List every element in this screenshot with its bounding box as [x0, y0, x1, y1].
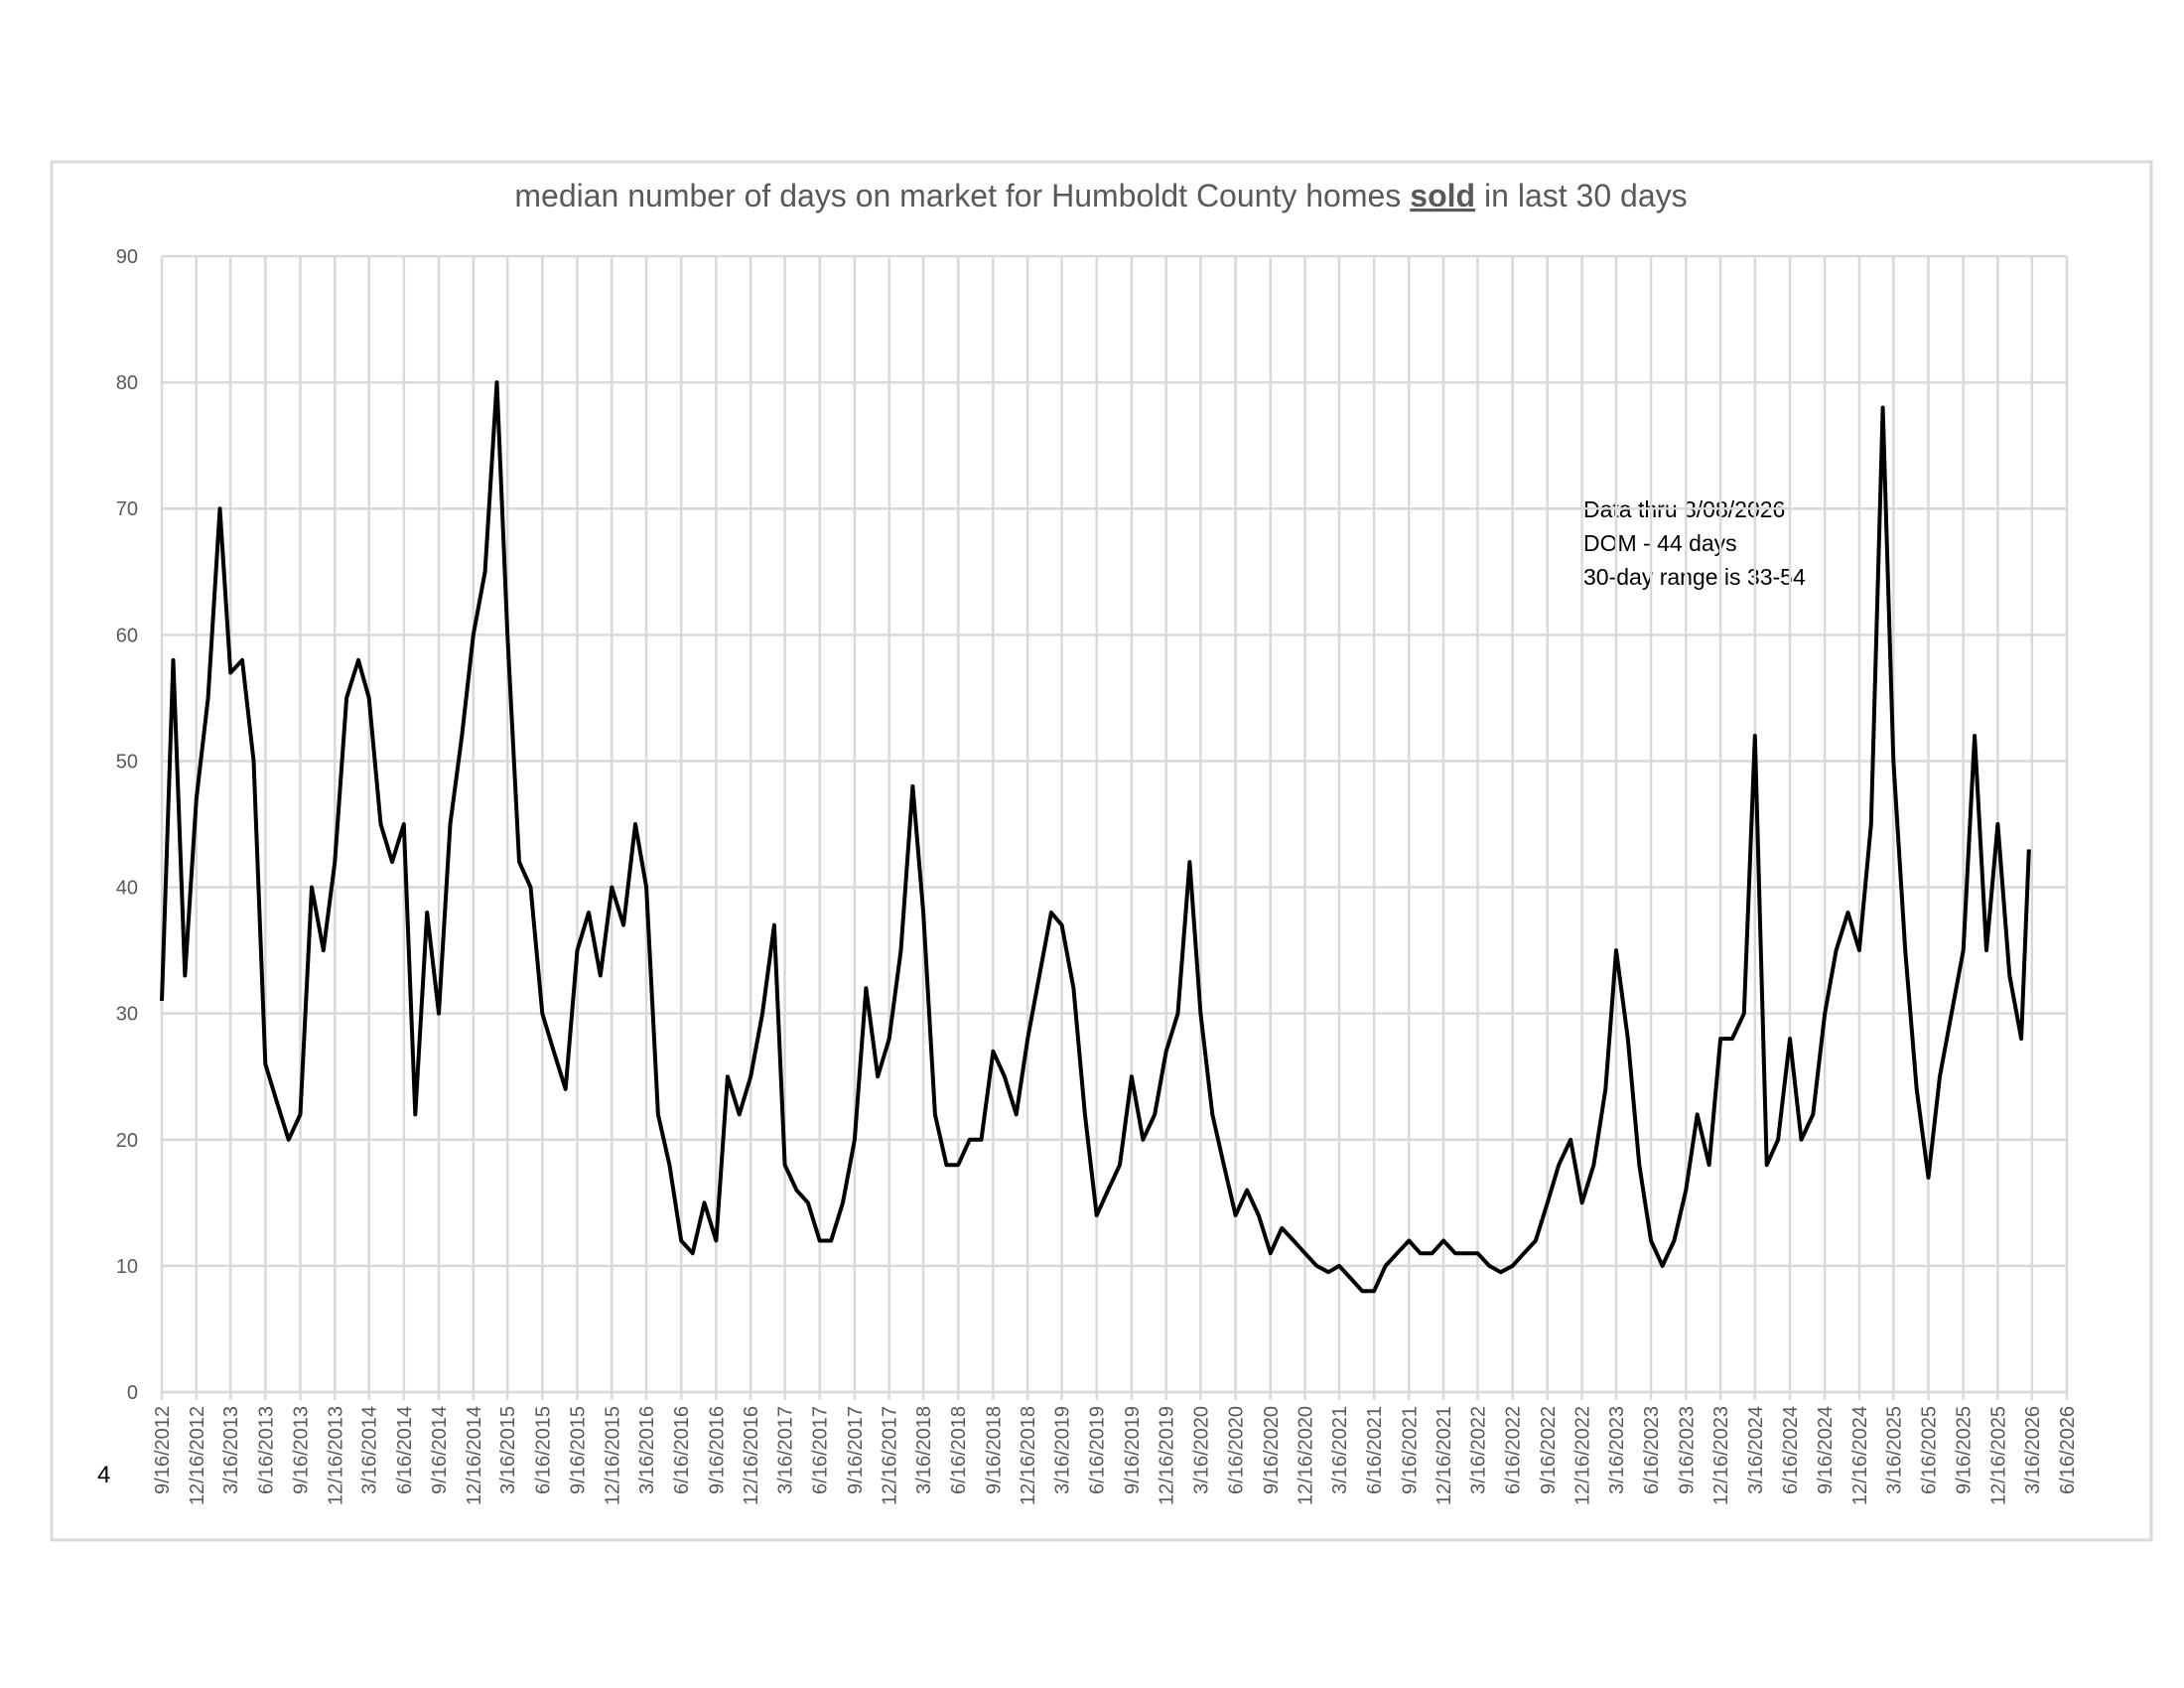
x-tick-label: 9/16/2022: [1538, 1406, 1560, 1494]
x-tick-label: 6/16/2025: [1918, 1406, 1940, 1494]
x-tick-label: 6/16/2014: [394, 1406, 416, 1494]
x-tick-label: 9/16/2013: [291, 1406, 313, 1494]
x-tick-label: 9/16/2015: [568, 1406, 590, 1494]
x-tick-label: 6/16/2017: [810, 1406, 832, 1494]
x-tick-label: 12/16/2016: [741, 1406, 762, 1505]
x-tick-label: 6/16/2019: [1087, 1406, 1109, 1494]
x-tick-label: 9/16/2024: [1815, 1406, 1837, 1494]
x-tick-label: 3/16/2019: [1052, 1406, 1074, 1494]
x-tick-label: 12/16/2021: [1433, 1406, 1455, 1505]
x-tick-label: 3/16/2023: [1606, 1406, 1628, 1494]
x-tick-label: 3/16/2018: [913, 1406, 935, 1494]
title-end: in last 30 days: [1484, 178, 1688, 213]
page-number: 4: [97, 1462, 110, 1488]
x-tick-label: 6/16/2023: [1641, 1406, 1663, 1494]
chart-frame: [50, 160, 2153, 1542]
x-tick-label: 3/16/2015: [497, 1406, 519, 1494]
x-tick-label: 3/16/2014: [359, 1406, 381, 1494]
x-tick-label: 12/16/2013: [325, 1406, 346, 1505]
x-tick-label: 9/16/2023: [1676, 1406, 1698, 1494]
data-line: [160, 380, 2031, 1294]
x-tick-label: 9/16/2025: [1954, 1406, 1976, 1494]
x-tick-label: 3/16/2024: [1745, 1406, 1767, 1494]
y-tick-label: 0: [127, 1382, 138, 1404]
y-tick-label: 50: [116, 751, 138, 773]
x-tick-label: 9/16/2018: [983, 1406, 1005, 1494]
x-tick-label: 6/16/2022: [1503, 1406, 1525, 1494]
y-tick-label: 10: [116, 1256, 138, 1278]
x-tick-label: 6/16/2020: [1226, 1406, 1248, 1494]
y-tick-label: 80: [116, 372, 138, 394]
annotation-line: 30-day range is 33-54: [1583, 564, 1806, 590]
x-tick-label: 3/16/2020: [1190, 1406, 1212, 1494]
title-start: median number of days on market for Humb…: [514, 178, 1401, 213]
x-tick-label: 12/16/2017: [880, 1406, 901, 1505]
y-tick-label: 30: [116, 1004, 138, 1026]
x-tick-label: 6/16/2021: [1364, 1406, 1386, 1494]
x-tick-label: 12/16/2014: [464, 1406, 485, 1505]
title-emphasis: sold: [1410, 178, 1475, 213]
x-tick-label: 12/16/2015: [602, 1406, 623, 1505]
x-tick-label: 6/16/2018: [948, 1406, 970, 1494]
x-tick-label: 3/16/2026: [2022, 1406, 2044, 1494]
x-tick-label: 3/16/2025: [1883, 1406, 1905, 1494]
chart-title: median number of days on market for Humb…: [514, 178, 1687, 213]
x-tick-label: 12/16/2018: [1018, 1406, 1039, 1505]
y-tick-label: 20: [116, 1130, 138, 1152]
x-tick-label: 12/16/2025: [1987, 1406, 2009, 1505]
y-tick-label: 60: [116, 625, 138, 646]
x-tick-label: 12/16/2023: [1710, 1406, 1732, 1505]
x-tick-label: 12/16/2024: [1849, 1406, 1871, 1505]
x-tick-label: 6/16/2026: [2057, 1406, 2079, 1494]
y-tick-label: 40: [116, 878, 138, 900]
x-tick-label: 3/16/2017: [775, 1406, 797, 1494]
x-tick-label: 9/16/2017: [845, 1406, 867, 1494]
x-tick-label: 9/16/2020: [1261, 1406, 1283, 1494]
grid: [160, 254, 2069, 1394]
x-tick-label: 12/16/2012: [187, 1406, 208, 1505]
x-tick-label: 9/16/2012: [152, 1406, 174, 1494]
x-tick-label: 9/16/2019: [1122, 1406, 1144, 1494]
x-tick-label: 9/16/2021: [1399, 1406, 1421, 1494]
x-tick-label: 12/16/2020: [1296, 1406, 1317, 1505]
x-tick-label: 9/16/2014: [429, 1406, 451, 1494]
x-tick-label: 12/16/2019: [1157, 1406, 1178, 1505]
annotation-line: DOM - 44 days: [1583, 530, 1737, 556]
x-tick-label: 6/16/2024: [1780, 1406, 1802, 1494]
x-tick-label: 12/16/2022: [1572, 1406, 1594, 1505]
x-tick-label: 9/16/2016: [706, 1406, 728, 1494]
y-tick-label: 70: [116, 498, 138, 520]
x-tick-label: 6/16/2016: [671, 1406, 693, 1494]
x-tick-label: 6/16/2013: [255, 1406, 277, 1494]
x-tick-label: 3/16/2013: [220, 1406, 242, 1494]
y-tick-label: 90: [116, 246, 138, 268]
x-tick-label: 6/16/2015: [532, 1406, 554, 1494]
x-tick-label: 3/16/2022: [1467, 1406, 1489, 1494]
x-tick-label: 3/16/2021: [1329, 1406, 1351, 1494]
x-tick-label: 3/16/2016: [636, 1406, 658, 1494]
